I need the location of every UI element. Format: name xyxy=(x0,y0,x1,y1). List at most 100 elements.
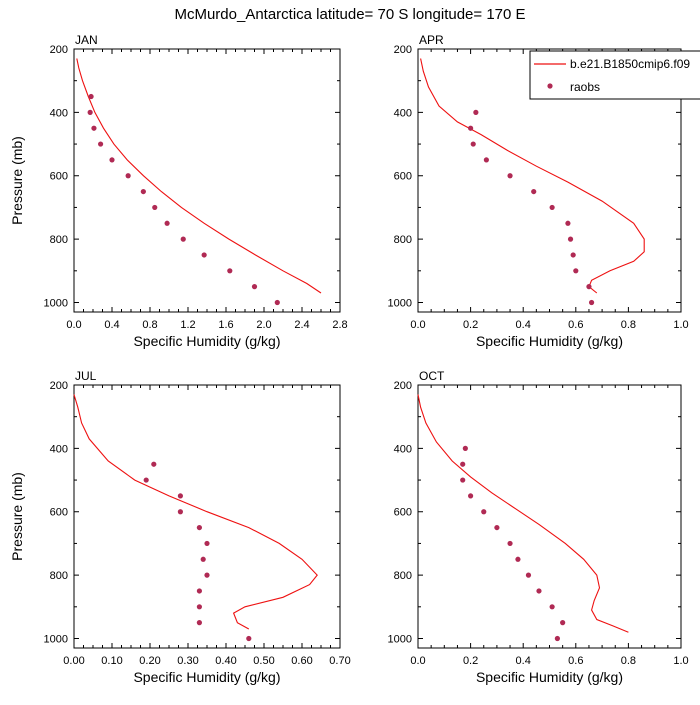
obs-point xyxy=(460,477,466,483)
x-tick-label: 0.20 xyxy=(139,655,160,667)
obs-point xyxy=(554,635,560,642)
obs-point xyxy=(588,299,595,306)
obs-point xyxy=(177,493,183,499)
panel-oct: 0.0 0.2 0.4 0.6 0.8 1.0 200 400 600 800 1000 OCT Spe… xyxy=(388,369,689,685)
x-tick-label: 1.6 xyxy=(218,319,233,331)
x-tick-label: 2.0 xyxy=(256,319,271,331)
model-line xyxy=(417,394,629,633)
x-tick-label: 0.0 xyxy=(66,319,81,331)
y-tick-label: 800 xyxy=(394,570,412,582)
panel-jul: 0.00 0.10 0.20 0.30 0.40 0.50 0.60 0.70 200 400 60… xyxy=(9,369,351,685)
x-tick-label: 1.0 xyxy=(673,319,688,331)
x-tick-label: 0.6 xyxy=(568,655,583,667)
y-tick-label: 600 xyxy=(50,171,68,183)
y-tick-label: 400 xyxy=(50,443,68,455)
panel-label: JAN xyxy=(75,33,98,47)
legend-model-label: b.e21.B1850cmip6.f09 xyxy=(570,57,690,71)
obs-point xyxy=(515,556,521,562)
x-axis-title: Specific Humidity (g/kg) xyxy=(476,333,623,349)
y-tick-label: 400 xyxy=(50,107,68,119)
y-axis-title: Pressure (mb) xyxy=(9,136,25,225)
obs-point xyxy=(536,588,542,594)
obs-point xyxy=(201,252,207,258)
obs-point xyxy=(196,588,202,594)
x-tick-label: 1.2 xyxy=(180,319,195,331)
obs-point xyxy=(468,493,474,499)
obs-point xyxy=(227,268,233,274)
x-tick-label: 0.10 xyxy=(101,655,122,667)
obs-point xyxy=(204,572,210,578)
obs-point xyxy=(525,572,532,578)
panel-label: JUL xyxy=(75,369,97,383)
obs-point xyxy=(494,524,500,531)
obs-point xyxy=(507,173,513,179)
x-tick-label: 0.4 xyxy=(516,655,531,667)
y-tick-label: 400 xyxy=(394,443,412,455)
y-tick-label: 400 xyxy=(394,107,412,119)
obs-point xyxy=(549,204,555,211)
obs-point xyxy=(251,284,258,290)
obs-point xyxy=(180,236,186,242)
x-tick-label: 0.4 xyxy=(104,319,119,331)
obs-point xyxy=(125,173,131,179)
obs-point xyxy=(177,509,183,515)
x-tick-label: 0.50 xyxy=(253,655,274,667)
obs-point xyxy=(481,509,487,515)
panel-label: OCT xyxy=(419,369,445,383)
y-tick-label: 1000 xyxy=(388,297,412,309)
x-tick-label: 0.60 xyxy=(291,655,312,667)
x-tick-label: 0.2 xyxy=(463,655,478,667)
obs-point xyxy=(549,604,555,610)
y-tick-label: 200 xyxy=(394,44,412,56)
x-tick-label: 0.0 xyxy=(410,655,425,667)
obs-point xyxy=(570,252,576,258)
obs-point xyxy=(470,141,476,147)
x-tick-label: 0.8 xyxy=(621,319,636,331)
legend-obs-label: raobs xyxy=(570,80,600,94)
x-axis-title: Specific Humidity (g/kg) xyxy=(476,669,623,685)
main-title: McMurdo_Antarctica latitude= 70 S longit… xyxy=(174,6,525,23)
x-tick-label: 0.2 xyxy=(463,319,478,331)
obs-point xyxy=(531,188,537,195)
legend-obs-swatch xyxy=(547,83,553,89)
panel-jan: 0.0 0.4 0.8 1.2 1.6 2.0 2.4 2.8 200 400 600 800 1000… xyxy=(9,33,348,349)
model-line xyxy=(73,394,318,630)
y-tick-label: 200 xyxy=(394,380,412,392)
y-tick-label: 1000 xyxy=(44,633,68,645)
obs-point xyxy=(196,620,202,626)
x-axis-title: Specific Humidity (g/kg) xyxy=(133,669,280,685)
x-tick-label: 0.8 xyxy=(621,655,636,667)
x-tick-label: 0.6 xyxy=(568,319,583,331)
obs-point xyxy=(143,477,149,483)
y-tick-label: 1000 xyxy=(44,297,68,309)
obs-point xyxy=(88,93,94,100)
obs-point xyxy=(586,284,592,290)
x-tick-label: 0.8 xyxy=(142,319,157,331)
obs-point xyxy=(204,540,210,547)
x-axis-title: Specific Humidity (g/kg) xyxy=(133,333,280,349)
y-tick-label: 600 xyxy=(50,507,68,519)
y-tick-label: 600 xyxy=(394,171,412,183)
obs-point xyxy=(98,141,104,147)
y-tick-label: 1000 xyxy=(388,633,412,645)
obs-point xyxy=(196,524,202,531)
y-axis-title: Pressure (mb) xyxy=(9,472,25,561)
obs-point xyxy=(483,157,489,163)
y-tick-label: 800 xyxy=(394,234,412,246)
obs-point xyxy=(91,125,97,131)
model-line xyxy=(420,58,645,294)
obs-point xyxy=(573,268,579,274)
y-tick-label: 200 xyxy=(50,44,68,56)
obs-point xyxy=(565,220,571,226)
panel-label: APR xyxy=(419,33,444,47)
x-tick-label: 2.8 xyxy=(332,319,347,331)
obs-point xyxy=(200,556,206,562)
obs-point xyxy=(109,157,115,163)
obs-point xyxy=(567,236,574,242)
y-tick-label: 200 xyxy=(50,380,68,392)
y-tick-label: 800 xyxy=(50,234,68,246)
obs-point xyxy=(140,188,146,195)
model-line xyxy=(76,58,322,294)
obs-point xyxy=(151,461,157,467)
